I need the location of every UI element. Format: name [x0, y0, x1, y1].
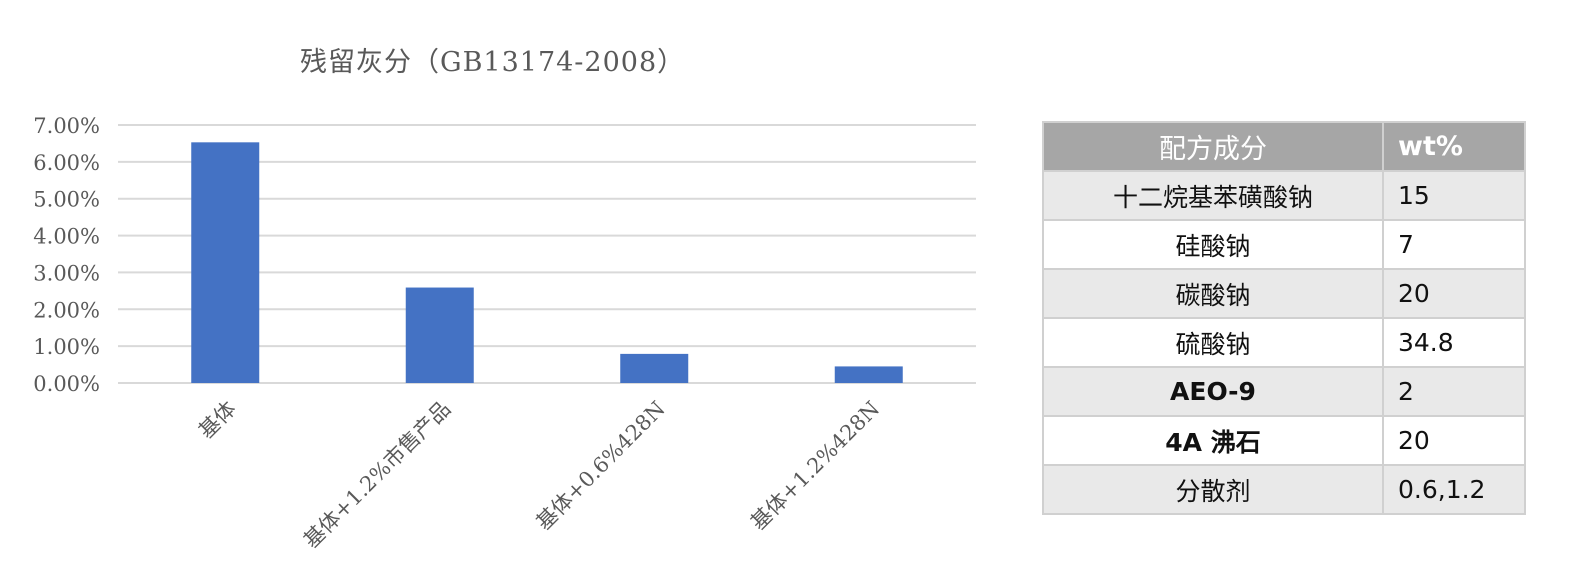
ingredient-cell: 4A 沸石 — [1042, 415, 1384, 466]
header-wt: wt% — [1382, 121, 1526, 172]
wt-cell: 20 — [1382, 268, 1526, 319]
y-tick-label: 0.00% — [33, 372, 100, 396]
formula-table: 配方成分 wt% 十二烷基苯磺酸钠 15 硅酸钠 7 碳酸钠 20 硫酸钠 34.8 AEO-9… — [1042, 121, 1526, 515]
y-tick-label: 5.00% — [33, 188, 100, 212]
x-tick-label: 基体+0.6%428N — [532, 397, 670, 535]
wt-cell: 15 — [1382, 170, 1526, 221]
ingredient-cell: 硅酸钠 — [1042, 219, 1384, 270]
table-row: 硅酸钠 7 — [1042, 219, 1526, 270]
y-tick-label: 4.00% — [33, 225, 100, 249]
wt-cell: 20 — [1382, 415, 1526, 466]
table-row: 4A 沸石 20 — [1042, 415, 1526, 466]
y-tick-label: 7.00% — [33, 114, 100, 138]
wt-cell: 34.8 — [1382, 317, 1526, 368]
wt-cell: 0.6,1.2 — [1382, 464, 1526, 515]
wt-cell: 2 — [1382, 366, 1526, 417]
wt-cell: 7 — [1382, 219, 1526, 270]
y-tick-label: 6.00% — [33, 151, 100, 175]
x-tick-label: 基体+1.2%市售产品 — [299, 397, 455, 553]
table-row: 分散剂 0.6,1.2 — [1042, 464, 1526, 515]
ingredient-cell: 十二烷基苯磺酸钠 — [1042, 170, 1384, 221]
y-tick-label: 1.00% — [33, 335, 100, 359]
table-row: 硫酸钠 34.8 — [1042, 317, 1526, 368]
bar — [191, 142, 260, 383]
ingredient-cell: 分散剂 — [1042, 464, 1384, 515]
x-tick-label: 基体 — [194, 397, 241, 444]
ingredient-cell: 碳酸钠 — [1042, 268, 1384, 319]
x-tick-label: 基体+1.2%428N — [746, 397, 884, 535]
y-tick-label: 3.00% — [33, 261, 100, 285]
bar — [834, 366, 903, 383]
ingredient-cell: AEO-9 — [1042, 366, 1384, 417]
chart-title: 残留灰分（GB13174-2008） — [300, 47, 686, 78]
table-row: 碳酸钠 20 — [1042, 268, 1526, 319]
y-tick-label: 2.00% — [33, 298, 100, 322]
table-row: 十二烷基苯磺酸钠 15 — [1042, 170, 1526, 221]
table-header-row: 配方成分 wt% — [1042, 121, 1526, 172]
bar-chart: 0.00% 1.00% 2.00% 3.00% 4.00% 5.00% 6.00% 7.00%… — [33, 114, 976, 553]
ingredient-cell: 硫酸钠 — [1042, 317, 1384, 368]
table-row: AEO-9 2 — [1042, 366, 1526, 417]
bar — [405, 287, 474, 383]
bar — [620, 353, 689, 383]
header-ingredient: 配方成分 — [1042, 121, 1384, 172]
